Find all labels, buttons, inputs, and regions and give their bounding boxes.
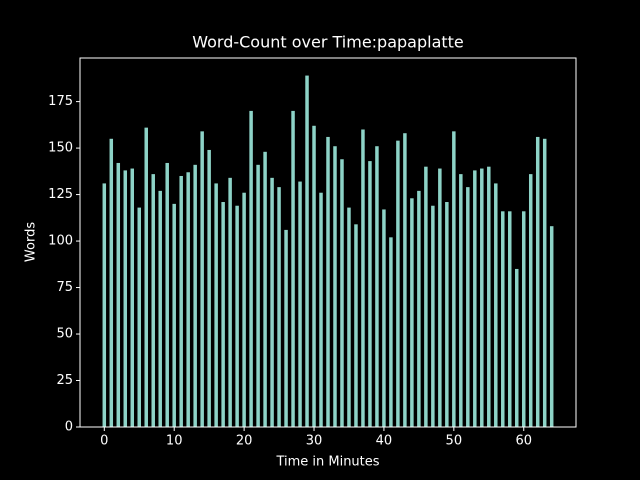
bar xyxy=(487,166,491,427)
bar xyxy=(137,207,141,427)
bar xyxy=(501,211,505,427)
bar xyxy=(326,136,330,427)
bar xyxy=(424,166,428,427)
bar xyxy=(375,146,379,428)
bar xyxy=(438,168,442,428)
bar xyxy=(193,164,197,428)
bar xyxy=(144,127,148,427)
bar xyxy=(221,202,225,427)
y-tick-label: 75 xyxy=(56,280,73,295)
bar xyxy=(305,75,309,428)
bar xyxy=(207,149,211,427)
y-axis-label: Words xyxy=(24,222,39,262)
bar xyxy=(214,183,218,427)
bar xyxy=(515,268,519,427)
bar xyxy=(291,110,295,427)
y-tick-label: 125 xyxy=(48,187,73,202)
bar xyxy=(200,131,204,427)
bar xyxy=(165,162,169,427)
axes-frame xyxy=(79,57,577,428)
bar xyxy=(249,110,253,427)
y-tick-label: 25 xyxy=(56,373,73,388)
bar xyxy=(473,170,477,427)
bar xyxy=(256,164,260,428)
bar xyxy=(312,125,316,427)
y-tick-label: 100 xyxy=(48,234,73,249)
y-tick-label: 150 xyxy=(48,141,73,156)
x-tick-label: 10 xyxy=(166,434,183,449)
bar xyxy=(263,151,267,427)
bar xyxy=(340,159,344,427)
bar xyxy=(354,224,358,427)
y-tick-label: 50 xyxy=(56,327,73,342)
y-tick-label: 0 xyxy=(65,420,73,435)
bar xyxy=(494,183,498,427)
bar xyxy=(347,207,351,427)
bar xyxy=(228,177,232,427)
x-axis-label: Time in Minutes xyxy=(275,455,379,470)
bar xyxy=(368,161,372,427)
bar xyxy=(270,177,274,427)
bar xyxy=(158,190,162,427)
bar xyxy=(382,209,386,427)
bar xyxy=(508,211,512,427)
bar xyxy=(403,133,407,428)
bar xyxy=(431,205,435,427)
bar xyxy=(549,226,554,427)
bar xyxy=(298,181,302,427)
x-tick-label: 30 xyxy=(306,434,323,449)
bar xyxy=(319,192,323,427)
bar xyxy=(452,131,456,427)
bar xyxy=(528,174,533,427)
bar xyxy=(333,146,337,428)
bar xyxy=(102,183,107,427)
bar xyxy=(445,202,449,427)
bar xyxy=(480,168,484,428)
bar xyxy=(130,168,135,428)
bar xyxy=(151,174,155,427)
chart-title: Word-Count over Time:papaplatte xyxy=(192,33,464,52)
y-tick-label: 175 xyxy=(48,94,73,109)
bar xyxy=(116,162,121,427)
bar xyxy=(179,175,183,427)
x-tick-label: 60 xyxy=(515,434,532,449)
bar xyxy=(396,140,400,427)
bar xyxy=(277,187,281,427)
bar xyxy=(542,138,547,427)
bar xyxy=(242,192,246,427)
x-tick-label: 20 xyxy=(236,434,253,449)
bar xyxy=(410,198,414,427)
bar xyxy=(235,205,239,427)
bar xyxy=(186,172,190,427)
bar xyxy=(521,211,526,427)
x-tick-label: 0 xyxy=(100,434,108,449)
bar xyxy=(123,170,128,427)
bar xyxy=(109,138,114,427)
bar xyxy=(459,174,463,427)
bar xyxy=(417,190,421,427)
bar xyxy=(389,237,393,427)
bar xyxy=(284,229,288,427)
bar xyxy=(172,203,176,427)
bar xyxy=(535,136,540,427)
x-tick-label: 40 xyxy=(376,434,393,449)
x-tick-label: 50 xyxy=(446,434,463,449)
bar xyxy=(361,129,365,427)
bar xyxy=(466,187,470,427)
